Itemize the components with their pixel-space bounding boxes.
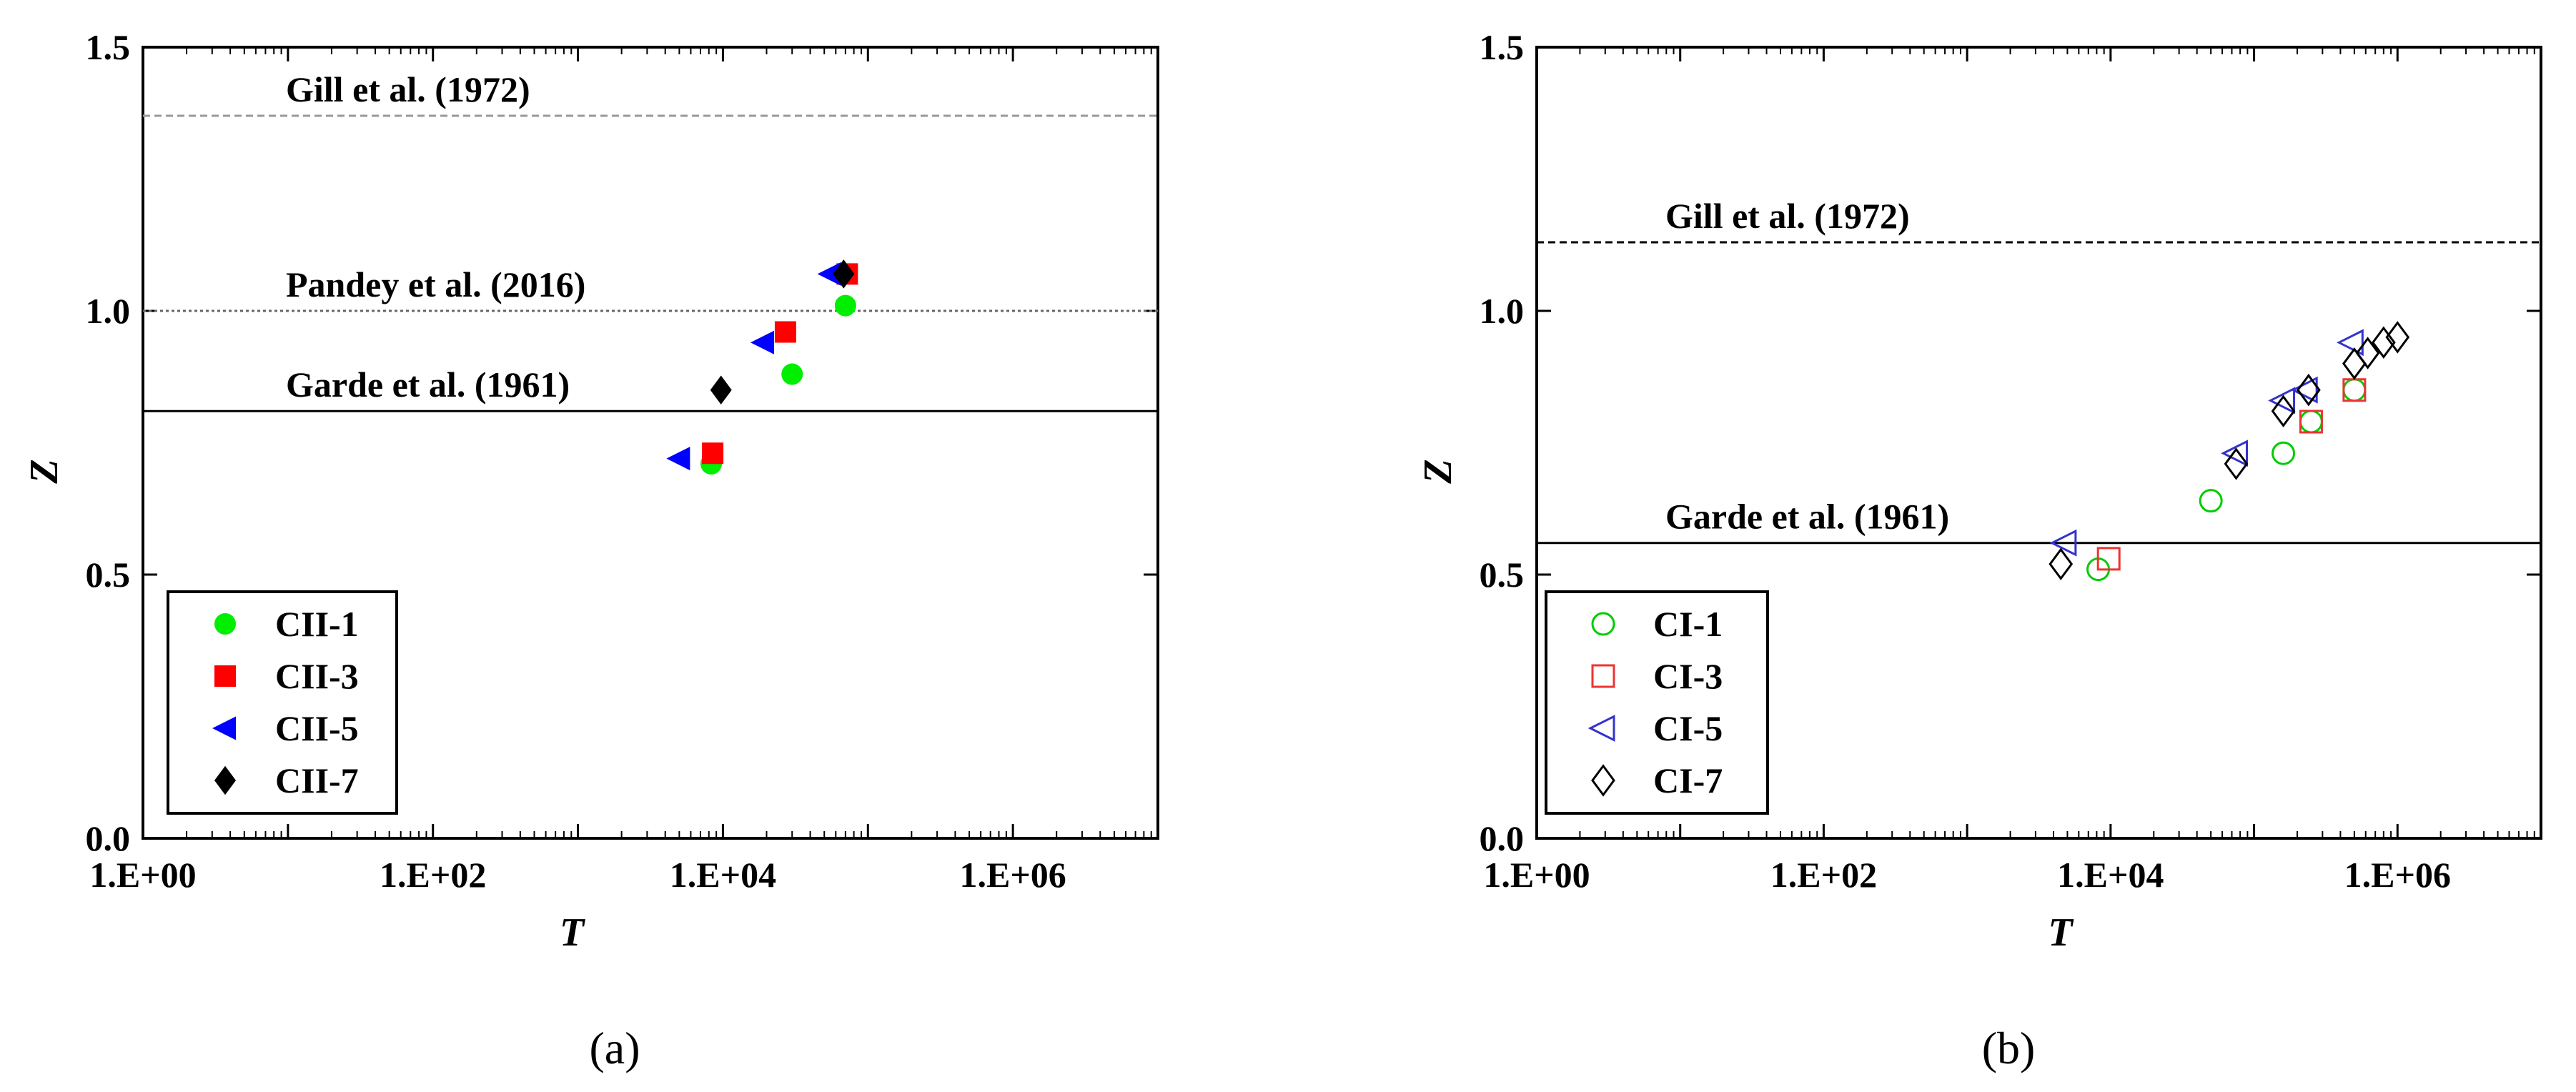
data-point xyxy=(710,375,732,404)
y-tick-label: 1.5 xyxy=(1480,27,1525,67)
legend-marker xyxy=(1587,715,1615,742)
y-tick-label: 1.5 xyxy=(86,27,131,67)
legend-marker xyxy=(214,613,236,635)
panel-b: 1.E+00 1.E+02 1.E+04 1.E+06 0.0 0.5 1.0 1.5 T Z Gi… xyxy=(1416,27,2542,1073)
data-point xyxy=(750,330,774,354)
data-point xyxy=(2342,378,2367,402)
panel-label: (b) xyxy=(1982,1023,2036,1073)
legend-label: CII-1 xyxy=(275,604,359,644)
legend-marker xyxy=(1591,612,1615,636)
legend-label: CII-5 xyxy=(275,708,359,748)
data-point xyxy=(2299,409,2323,434)
legend-box xyxy=(167,590,398,815)
y-tick-label: 0.5 xyxy=(1480,555,1525,595)
y-tick-label: 0.5 xyxy=(86,555,131,595)
data-point xyxy=(2297,373,2321,407)
legend-label: CI-1 xyxy=(1653,604,1723,644)
legend-label: CI-7 xyxy=(1653,760,1723,800)
y-tick-label: 0.0 xyxy=(1480,818,1525,858)
x-axis-label: T xyxy=(2048,910,2074,955)
y-tick-label: 1.0 xyxy=(86,291,131,331)
data-point xyxy=(2221,440,2248,467)
x-tick-label: 1.E+04 xyxy=(670,855,776,895)
x-tick-label: 1.E+00 xyxy=(1483,855,1590,895)
data-point xyxy=(833,259,855,289)
legend-label: CII-7 xyxy=(275,760,359,800)
reference-line-label: Gill et al. (1972) xyxy=(286,69,530,109)
data-point xyxy=(2224,447,2249,480)
y-axis-label: Z xyxy=(22,459,66,484)
panel-label: (a) xyxy=(589,1023,640,1073)
x-tick-label: 1.E+02 xyxy=(1770,855,1877,895)
data-point xyxy=(2342,378,2367,402)
data-point xyxy=(2290,376,2318,404)
legend-marker xyxy=(1591,764,1615,797)
x-tick-label: 1.E+06 xyxy=(2344,855,2451,895)
x-tick-label: 1.E+02 xyxy=(380,855,486,895)
plot-frame xyxy=(1535,46,2542,840)
data-point xyxy=(2371,326,2396,359)
data-point xyxy=(2385,321,2410,354)
x-axis-label: T xyxy=(560,910,586,955)
data-point xyxy=(2272,441,2296,465)
legend-marker xyxy=(214,765,236,795)
reference-line-label: Gill et al. (1972) xyxy=(1665,196,1910,236)
y-tick-label: 1.0 xyxy=(1480,291,1525,331)
plot-frame xyxy=(142,46,1159,840)
legend-marker xyxy=(1591,664,1615,688)
data-point xyxy=(2049,529,2077,557)
data-point xyxy=(2355,337,2380,369)
data-point xyxy=(2199,489,2223,513)
data-point xyxy=(817,262,841,286)
x-tick-label: 1.E+04 xyxy=(2057,855,2164,895)
data-point xyxy=(781,363,803,385)
legend-label: CII-3 xyxy=(275,656,359,696)
reference-line-label: Garde et al. (1961) xyxy=(286,364,570,404)
data-point xyxy=(2336,329,2364,357)
legend-marker xyxy=(212,716,236,740)
data-point xyxy=(2268,387,2296,415)
data-point xyxy=(2271,394,2296,427)
data-point xyxy=(774,321,796,343)
reference-line-label: Garde et al. (1961) xyxy=(1665,497,1949,537)
data-point xyxy=(2049,547,2074,581)
x-tick-label: 1.E+00 xyxy=(89,855,196,895)
y-axis-label: Z xyxy=(1416,459,1460,484)
legend-label: CI-3 xyxy=(1653,656,1723,696)
panel-a: 1.E+00 1.E+02 1.E+04 1.E+06 0.0 0.5 1.0 1.5 T Z Gi… xyxy=(22,27,1159,1073)
x-tick-label: 1.E+06 xyxy=(959,855,1066,895)
reference-line-label: Pandey et al. (2016) xyxy=(286,264,585,304)
legend-label: CI-5 xyxy=(1653,708,1723,748)
legend-box xyxy=(1545,590,1769,815)
y-tick-label: 0.0 xyxy=(86,818,131,858)
data-point xyxy=(666,447,690,471)
data-point xyxy=(2096,547,2121,571)
data-point xyxy=(2299,409,2323,434)
legend-marker xyxy=(214,665,236,687)
data-point xyxy=(702,442,724,465)
data-point xyxy=(834,294,856,317)
